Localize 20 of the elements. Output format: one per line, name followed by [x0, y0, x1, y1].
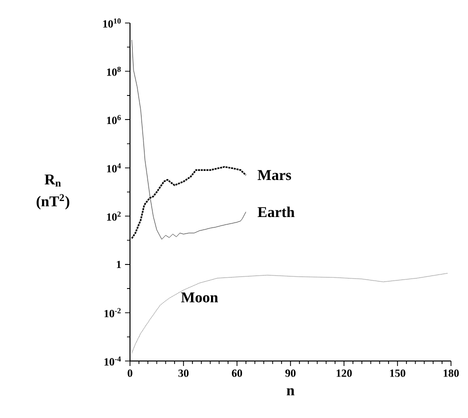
y-tick-label: 10$^{8}$ [107, 66, 121, 76]
y-axis-title: R$_{n}$ (nT$^{2}$) [36, 174, 70, 210]
series-label: Moon [181, 292, 218, 302]
x-tick-label: 30 [178, 370, 189, 377]
series-label: Mars [258, 170, 292, 180]
x-tick-label: 150 [390, 370, 406, 377]
y-tick-label: 10$^{-2}$ [104, 308, 121, 318]
x-tick-label: 180 [444, 370, 459, 377]
x-tick-label: 120 [336, 370, 352, 377]
series-label: Earth [258, 206, 295, 218]
x-tick-label: 60 [232, 370, 242, 377]
y-tick-label: 10$^{10}$ [103, 18, 121, 28]
y-tick-label: 10$^{-4}$ [104, 356, 121, 366]
x-tick-label: 0 [128, 370, 132, 377]
y-tick-label: 1 [116, 260, 121, 268]
y-tick-label: 10$^{2}$ [107, 212, 121, 221]
x-axis-title: n [286, 388, 294, 396]
y-tick-label: 10$^{4}$ [107, 163, 121, 172]
x-tick-label: 90 [285, 370, 296, 377]
y-tick-label: 10$^{6}$ [107, 115, 121, 124]
